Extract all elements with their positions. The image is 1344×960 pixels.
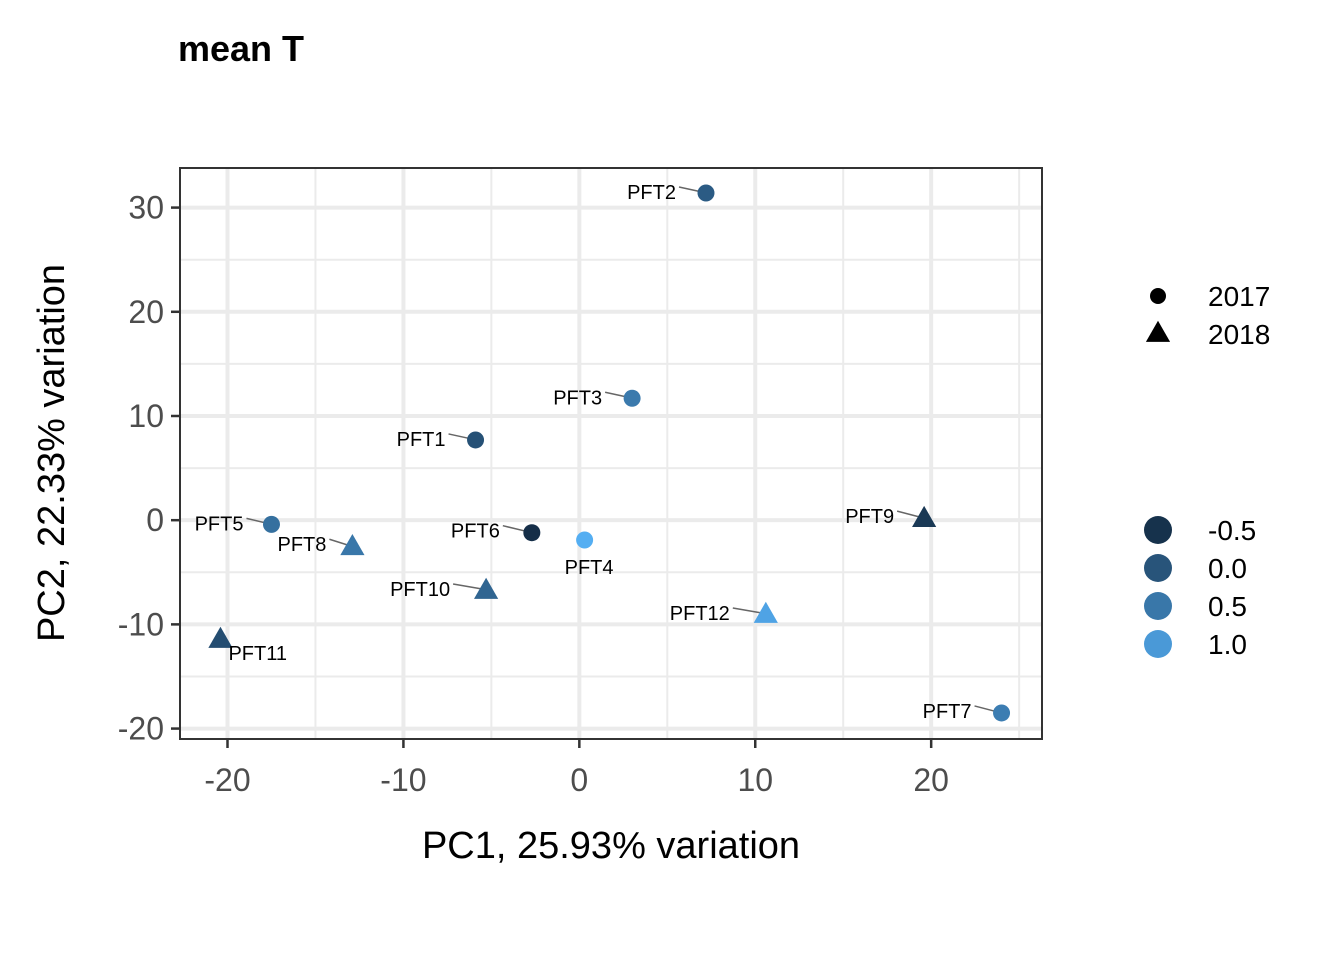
- plot-panel-border: [179, 167, 1043, 740]
- legend-year-label: 2018: [1208, 319, 1270, 350]
- point-label: PFT5: [195, 513, 244, 535]
- legend-color-key: [1144, 592, 1172, 620]
- point-pft4-circle: [576, 531, 594, 549]
- y-tick-label: 20: [128, 294, 164, 330]
- point-pft5-circle: [262, 515, 280, 533]
- point-label: PFT10: [390, 579, 450, 601]
- x-tick-label: -10: [380, 762, 426, 798]
- x-tick-label: -20: [204, 762, 250, 798]
- legend-value-label: 0.0: [1208, 553, 1247, 584]
- data-points: [208, 184, 1011, 722]
- x-axis-ticks: -20 -10 0 10 20: [204, 739, 949, 798]
- point-pft7-circle: [993, 704, 1011, 722]
- point-pft10-triangle: [473, 577, 499, 599]
- point-label: PFT7: [923, 701, 972, 723]
- point-pft9-triangle: [912, 505, 937, 528]
- point-label: PFT1: [397, 429, 446, 451]
- legend-value-label: 1.0: [1208, 629, 1247, 660]
- legend-circle-key: [1150, 288, 1166, 304]
- leader-line: [452, 583, 483, 590]
- x-tick-label: 0: [570, 762, 588, 798]
- y-tick-label: 30: [128, 190, 164, 226]
- minor-gridlines: [180, 168, 1042, 739]
- y-tick-label: -20: [118, 711, 164, 747]
- y-tick-label: 10: [128, 398, 164, 434]
- point-label: PFT8: [277, 534, 326, 556]
- point-label: PFT6: [451, 521, 500, 543]
- label-leader-lines: [246, 186, 998, 713]
- legend-value-label: -0.5: [1208, 515, 1256, 546]
- x-tick-label: 20: [913, 762, 949, 798]
- point-pft1-circle: [467, 431, 485, 449]
- legend-color-key: [1144, 554, 1172, 582]
- y-axis-title: PC2, 22.33% variation: [31, 264, 73, 642]
- major-gridlines: [180, 168, 1042, 739]
- leader-line: [732, 607, 762, 614]
- point-label: PFT3: [553, 387, 602, 409]
- point-pft6-circle: [523, 524, 541, 542]
- legend-year: 2017 2018: [1145, 281, 1270, 350]
- y-axis-ticks: -20 -10 0 10 20 30: [118, 190, 180, 747]
- point-label: PFT4: [565, 557, 614, 579]
- y-tick-label: 0: [146, 502, 164, 538]
- legend-triangle-key: [1145, 320, 1171, 342]
- leader-line: [329, 538, 349, 546]
- point-label: PFT2: [627, 182, 676, 204]
- point-label: PFT12: [670, 603, 730, 625]
- legend-value: -0.5 0.0 0.5 1.0: [1144, 515, 1256, 660]
- point-pft12-triangle: [753, 601, 778, 623]
- y-tick-label: -10: [118, 606, 164, 642]
- point-pft3-circle: [623, 389, 641, 407]
- point-pft2-circle: [697, 184, 715, 202]
- point-pft8-triangle: [340, 533, 365, 556]
- leader-line: [896, 510, 921, 518]
- point-labels: PFT1 PFT2 PFT3 PFT4 PFT5 PFT6 PFT7 PFT8 PFT9 PFT1…: [195, 182, 972, 723]
- point-label: PFT11: [228, 643, 287, 665]
- point-pft11-triangle: [208, 626, 233, 648]
- chart-title: mean T: [178, 28, 305, 69]
- legend-value-label: 0.5: [1208, 591, 1247, 622]
- x-axis-title: PC1, 25.93% variation: [422, 825, 800, 867]
- x-tick-label: 10: [737, 762, 773, 798]
- legend-year-label: 2017: [1208, 281, 1270, 312]
- legend-color-key: [1144, 630, 1172, 658]
- legend-color-key: [1144, 516, 1172, 544]
- point-label: PFT9: [845, 506, 894, 528]
